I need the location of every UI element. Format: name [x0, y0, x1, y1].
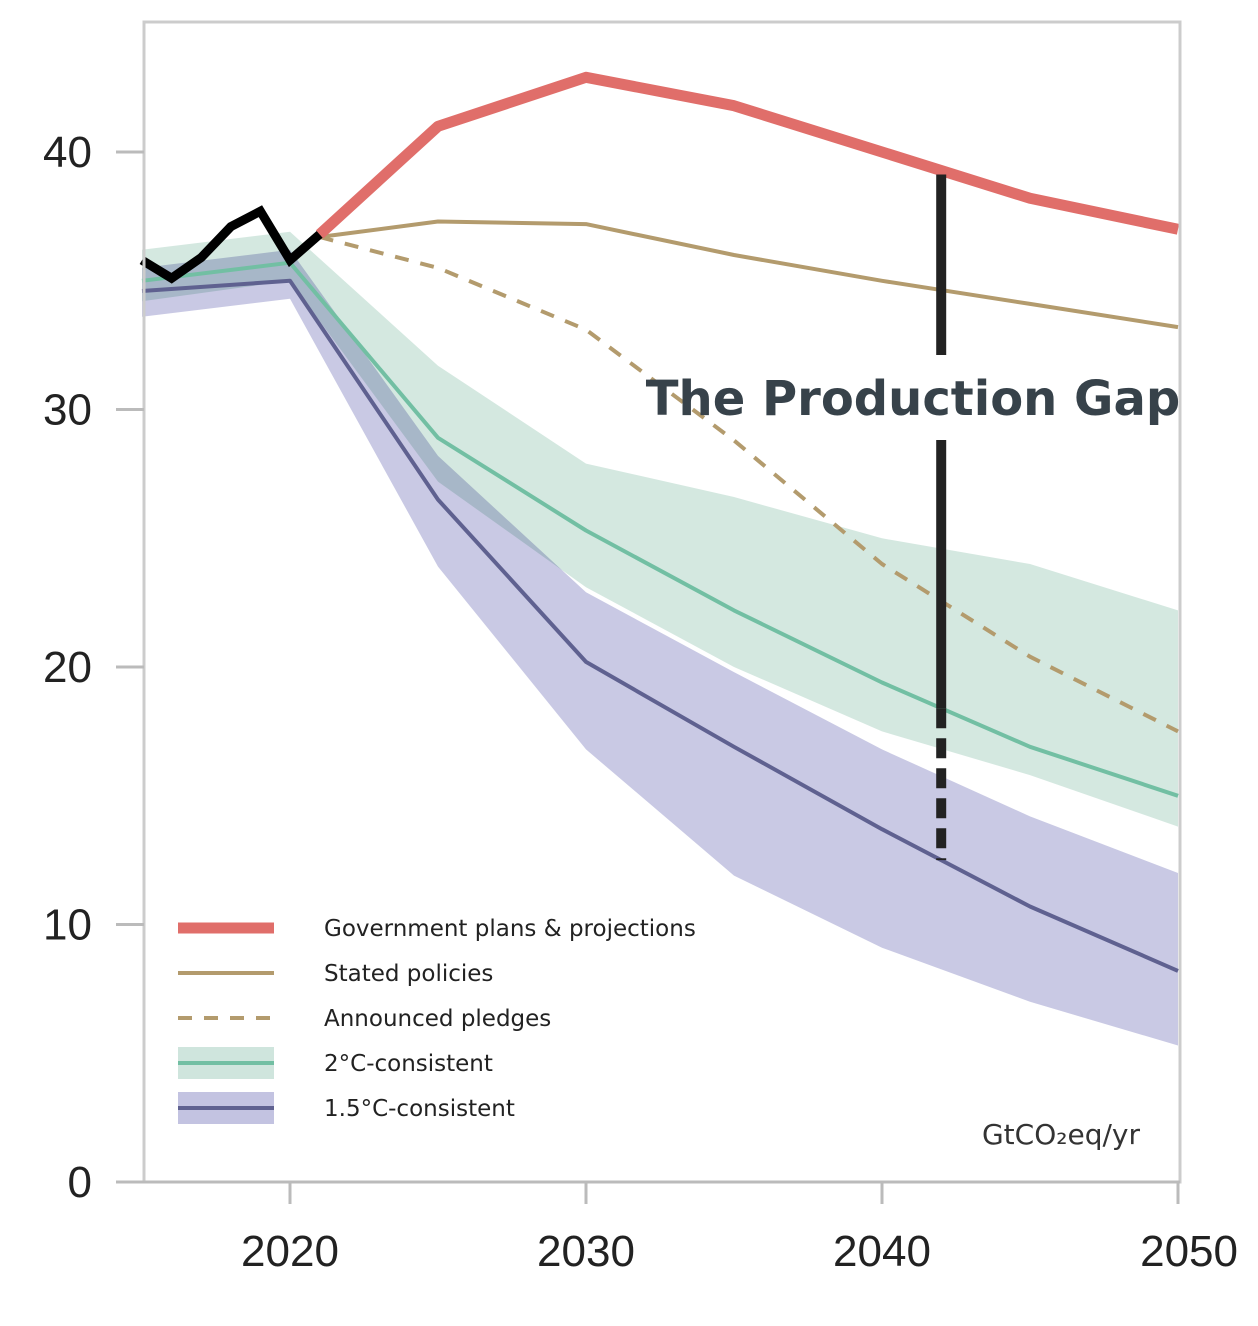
legend-label: Stated policies	[324, 961, 493, 987]
legend-item-1-5c-consistent: 1.5°C-consistent	[178, 1092, 515, 1124]
legend-item-2c-consistent: 2°C-consistent	[178, 1047, 493, 1079]
2c-consistent-band	[142, 231, 1178, 827]
x-tick-label: 2020	[241, 1227, 339, 1276]
legend-label: Announced pledges	[324, 1006, 551, 1032]
y-tick-label: 20	[43, 643, 92, 692]
legend-label: Government plans & projections	[324, 916, 696, 942]
y-tick-label: 30	[43, 386, 92, 435]
legend-item-announced-pledges: Announced pledges	[178, 1006, 551, 1032]
unit-label: GtCO₂eq/yr	[982, 1118, 1140, 1151]
stated-policies-line	[319, 219, 1179, 330]
legend-item-government-plans-projections: Government plans & projections	[178, 916, 696, 942]
government-plans-projections-line	[315, 71, 1180, 239]
x-tick-label: 2030	[537, 1227, 635, 1276]
historical-line	[139, 205, 323, 284]
production-gap-label: The Production Gap	[646, 371, 1180, 427]
legend-item-stated-policies: Stated policies	[178, 961, 493, 987]
1-5c-consistent-line	[141, 278, 1179, 973]
2c-consistent-line	[141, 260, 1179, 798]
x-tick-label: 2040	[833, 1227, 931, 1276]
y-tick-label: 0	[68, 1158, 92, 1207]
legend-label: 1.5°C-consistent	[324, 1096, 515, 1122]
announced-pledges-line	[319, 235, 1179, 734]
y-tick-label: 10	[43, 901, 92, 950]
legend-label: 2°C-consistent	[324, 1051, 493, 1077]
x-tick-label: 2050	[1140, 1227, 1238, 1276]
y-tick-label: 40	[43, 128, 92, 177]
